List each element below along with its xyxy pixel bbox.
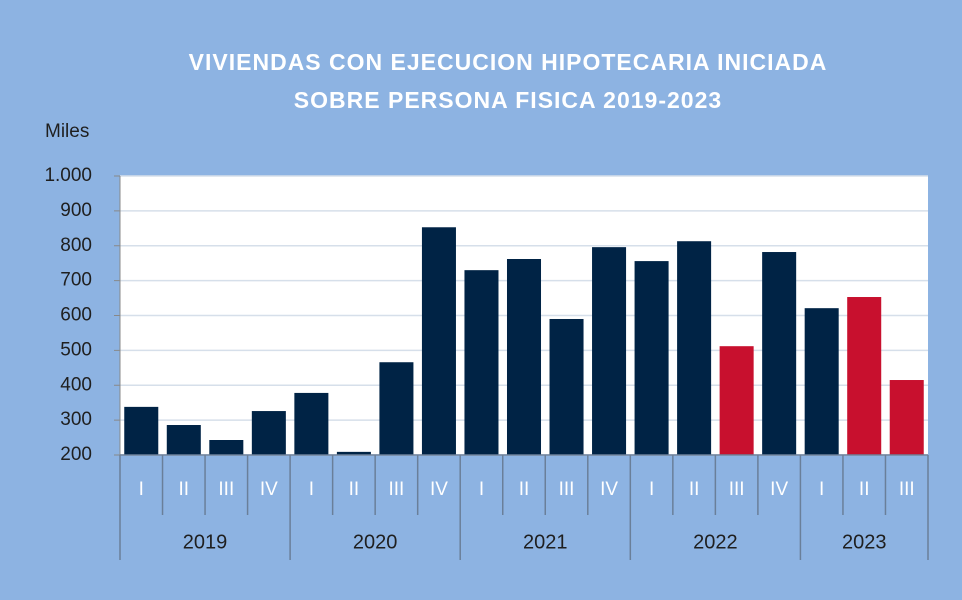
bar	[421, 227, 456, 455]
y-tick-label: 300	[60, 409, 92, 430]
x-tick-label: III	[729, 479, 745, 500]
x-tick-label: IV	[600, 479, 618, 500]
x-tick-label: III	[899, 479, 915, 500]
chart-title: SOBRE PERSONA FISICA 2019-2023	[294, 87, 722, 113]
x-tick-label: IV	[770, 479, 788, 500]
bar	[762, 252, 797, 455]
bar	[847, 297, 882, 455]
x-tick-label: I	[649, 479, 654, 500]
year-label: 2022	[693, 531, 738, 553]
x-tick-label: IV	[260, 479, 278, 500]
y-tick-label: 200	[60, 444, 92, 465]
y-tick-label: 1.000	[44, 165, 92, 186]
x-tick-label: I	[139, 479, 144, 500]
bar	[634, 261, 669, 455]
y-tick-label: 700	[60, 270, 92, 291]
bar	[719, 346, 754, 455]
bar	[549, 318, 584, 455]
y-tick-label: 500	[60, 339, 92, 360]
y-tick-label: 400	[60, 374, 92, 395]
x-tick-label: III	[218, 479, 234, 500]
x-tick-label: I	[479, 479, 484, 500]
y-tick-label: 600	[60, 305, 92, 326]
bar	[294, 392, 329, 455]
year-label: 2021	[523, 531, 568, 553]
x-tick-label: I	[309, 479, 314, 500]
chart-title: VIVIENDAS CON EJECUCION HIPOTECARIA INIC…	[189, 49, 828, 75]
bar	[804, 308, 839, 455]
year-label: 2023	[842, 531, 887, 553]
y-tick-label: 800	[60, 235, 92, 256]
x-tick-label: II	[689, 479, 700, 500]
x-tick-label: III	[559, 479, 575, 500]
x-tick-label: I	[819, 479, 824, 500]
bar	[124, 406, 159, 455]
x-tick-label: II	[349, 479, 360, 500]
bar	[506, 259, 542, 455]
bar	[336, 451, 371, 455]
bar	[677, 241, 712, 455]
bar	[889, 380, 924, 455]
x-tick-label: II	[519, 479, 530, 500]
y-axis-label: Miles	[45, 121, 89, 142]
x-tick-label: III	[388, 479, 404, 500]
x-tick-label: IV	[430, 479, 448, 500]
year-label: 2020	[353, 531, 398, 553]
bar	[251, 411, 286, 455]
bar	[209, 440, 244, 455]
year-label: 2019	[183, 531, 228, 553]
x-tick-label: II	[859, 479, 870, 500]
bar	[166, 425, 201, 455]
y-tick-label: 900	[60, 200, 92, 221]
bar	[464, 270, 499, 455]
bar	[592, 247, 627, 455]
x-tick-label: II	[179, 479, 190, 500]
bar	[379, 362, 414, 455]
